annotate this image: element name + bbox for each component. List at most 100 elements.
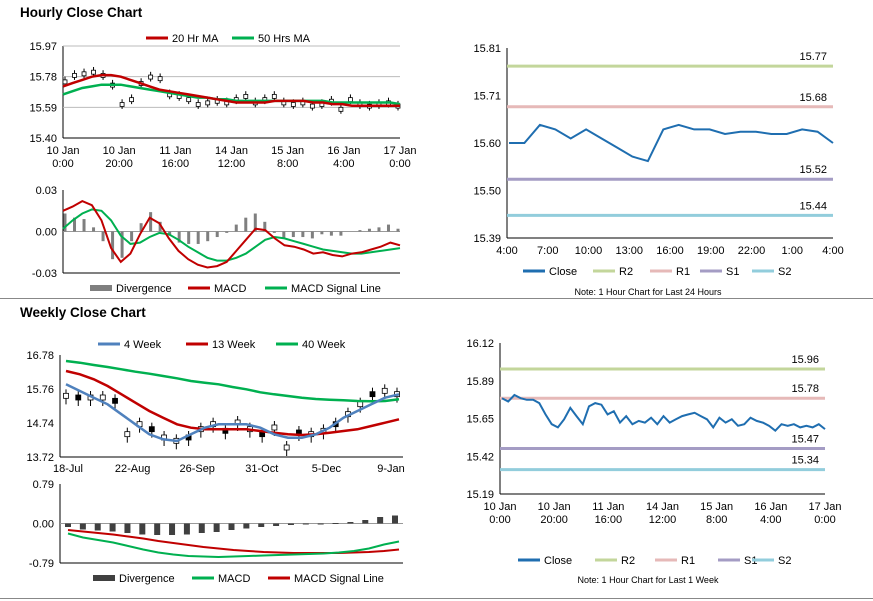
hourly-candle-body	[195, 102, 201, 107]
hourly-divergence-bar	[225, 231, 229, 233]
hourly-price-ytick: 15.78	[29, 72, 57, 84]
hourly-price-xtick-date: 11 Jan	[159, 145, 191, 157]
hourly-price-xtick-time: 4:00	[333, 158, 354, 170]
weekly-candle-body	[357, 401, 364, 408]
hourly-candle-body	[205, 100, 211, 106]
weekly-candle-body	[75, 394, 82, 401]
hourly-levels-ytick: 15.50	[473, 186, 501, 198]
weekly-levels-legend-r2-label: R2	[621, 555, 635, 567]
hourly-divergence-bar	[339, 231, 343, 236]
weekly-levels-ytick: 15.19	[466, 489, 494, 501]
hourly-divergence-bar	[367, 228, 371, 232]
hourly-divergence-bar	[263, 221, 267, 232]
hourly-levels-legend-r2-label: R2	[619, 266, 633, 278]
hourly-price-xtick-date: 16 Jan	[327, 145, 360, 157]
hourly-levels-xtick: 1:00	[782, 245, 803, 257]
weekly-divergence-bar	[287, 523, 294, 525]
hourly-price-xtick-time: 16:00	[162, 158, 190, 170]
weekly-divergence-bar	[139, 523, 146, 535]
weekly-section-title: Weekly Close Chart	[20, 305, 146, 320]
weekly-candle-body	[112, 397, 118, 404]
hourly-signal-line	[62, 208, 401, 262]
hourly-macd-ytick: -0.03	[32, 268, 57, 280]
weekly-candle-body	[381, 387, 388, 394]
weekly-levels-xtick-date: 15 Jan	[700, 501, 733, 513]
section-divider	[0, 298, 873, 299]
hourly-price-xtick-date: 10 Jan	[103, 145, 136, 157]
weekly-candle-body	[369, 391, 376, 398]
weekly-levels-note: Note: 1 Hour Chart for Last 1 Week	[578, 575, 719, 585]
hourly-candle-body	[338, 106, 344, 112]
hourly-candle-body	[243, 94, 249, 99]
hourly-divergence-bar	[177, 231, 181, 243]
hourly-levels-xtick: 13:00	[615, 245, 643, 257]
weekly-levels-ytick: 15.89	[466, 376, 494, 388]
weekly-legend-macd-label: MACD	[218, 573, 250, 585]
hourly-levels-xtick: 19:00	[697, 245, 725, 257]
weekly-levels-ytick: 16.12	[466, 338, 494, 350]
weekly-price-xtick: 26-Sep	[179, 463, 214, 475]
hourly-legend-ma50-label: 50 Hrs MA	[258, 33, 311, 45]
weekly-levels-r2-label: 15.96	[791, 354, 819, 366]
hourly-candle-body	[309, 103, 315, 109]
weekly-levels-legend-s2-label: S2	[778, 555, 791, 567]
weekly-wk4-line	[65, 383, 400, 443]
weekly-price-ytick: 13.72	[26, 452, 54, 464]
weekly-divergence-bar	[198, 523, 205, 533]
hourly-candle-body	[348, 97, 353, 103]
weekly-levels-xtick-time: 20:00	[540, 514, 568, 526]
hourly-levels-ytick: 15.60	[473, 138, 501, 150]
hourly-candle-body	[72, 73, 77, 78]
weekly-price-ytick: 14.74	[26, 418, 54, 430]
hourly-price-xtick-date: 15 Jan	[271, 145, 304, 157]
weekly-legend-wk40-label: 40 Week	[302, 339, 346, 351]
weekly-macd-line	[67, 532, 400, 559]
weekly-divergence-bar	[362, 520, 369, 524]
hourly-divergence-bar	[320, 231, 324, 235]
weekly-divergence-bar	[317, 523, 324, 525]
hourly-price-xtick-date: 17 Jan	[383, 145, 416, 157]
weekly-divergence-bar	[109, 523, 116, 532]
hourly-divergence-bar	[187, 231, 191, 244]
hourly-section-title: Hourly Close Chart	[20, 5, 143, 20]
weekly-levels-s2-label: 15.34	[791, 455, 819, 467]
hourly-divergence-bar	[215, 231, 219, 238]
weekly-divergence-bar	[169, 523, 176, 535]
hourly-price-xtick-date: 10 Jan	[46, 145, 79, 157]
hourly-levels-ytick: 15.39	[473, 233, 501, 245]
weekly-price-xtick: 22-Aug	[115, 463, 150, 475]
weekly-candle-body	[271, 424, 278, 431]
hourly-price-ytick: 15.40	[29, 133, 57, 145]
weekly-macd-ytick: 0.00	[33, 519, 54, 531]
hourly-price-xtick-time: 0:00	[52, 158, 73, 170]
hourly-levels-xtick: 7:00	[537, 245, 558, 257]
hourly-divergence-bar	[101, 231, 105, 242]
weekly-candle-body	[283, 444, 290, 451]
hourly-divergence-bar	[196, 231, 200, 244]
hourly-levels-r1-label: 15.68	[799, 92, 827, 104]
hourly-legend-divergence-swatch	[90, 285, 112, 291]
weekly-levels-xtick-date: 17 Jan	[808, 501, 841, 513]
weekly-levels-r1-label: 15.78	[791, 383, 819, 395]
weekly-legend-divergence-label: Divergence	[119, 573, 175, 585]
weekly-divergence-bar	[228, 523, 235, 530]
hourly-divergence-bar	[168, 231, 172, 236]
hourly-levels-ytick: 15.71	[473, 91, 501, 103]
hourly-divergence-bar	[386, 224, 390, 232]
weekly-levels-xtick-date: 10 Jan	[538, 501, 571, 513]
weekly-divergence-bar	[243, 523, 250, 529]
weekly-candle-body	[148, 426, 155, 433]
weekly-legend-wk13-label: 13 Week	[212, 339, 256, 351]
weekly-divergence-bar	[258, 523, 265, 527]
hourly-divergence-bar	[92, 227, 96, 232]
weekly-levels-xtick-time: 4:00	[760, 514, 781, 526]
hourly-levels-s2-label: 15.44	[799, 200, 827, 212]
hourly-candle-body	[91, 69, 96, 75]
hourly-divergence-bar	[130, 231, 134, 242]
weekly-wk40-line	[65, 359, 400, 403]
hourly-price-xtick-time: 0:00	[389, 158, 410, 170]
hourly-candle-body	[81, 71, 87, 77]
weekly-divergence-bar	[273, 523, 280, 526]
hourly-levels-legend-s1-label: S1	[726, 266, 739, 278]
